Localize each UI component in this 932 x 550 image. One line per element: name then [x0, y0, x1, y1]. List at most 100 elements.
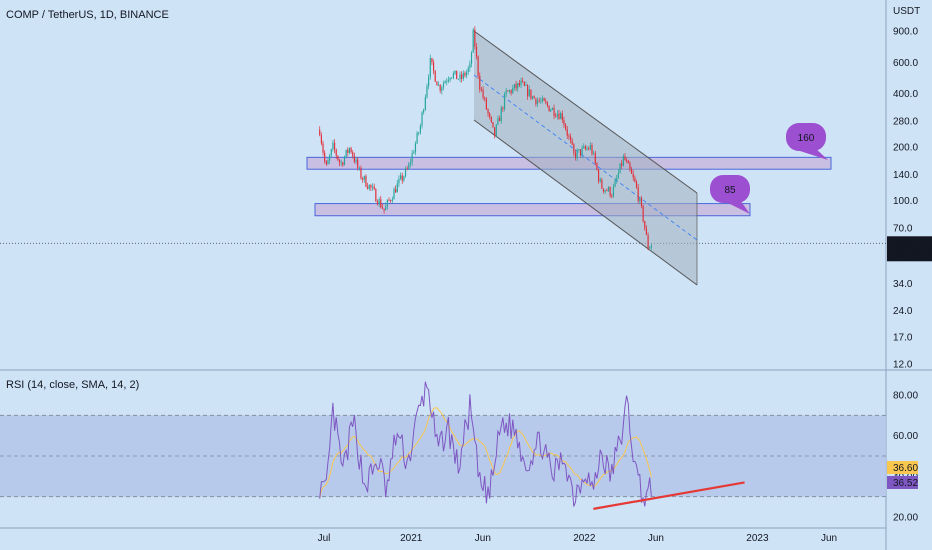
- candle-body: [395, 189, 397, 193]
- candle-body: [639, 198, 641, 202]
- price-tick-label: 600.0: [893, 58, 918, 69]
- candle-body: [353, 156, 355, 162]
- candle-body: [355, 159, 357, 162]
- candle-body: [507, 90, 509, 92]
- candle-body: [330, 149, 332, 156]
- candle-body: [338, 159, 341, 163]
- candle-body: [383, 208, 385, 211]
- candle-body: [393, 189, 395, 200]
- candle-body: [614, 180, 616, 187]
- candle-body: [406, 168, 408, 170]
- rsi-ma-tag: [887, 461, 918, 474]
- bubble-label-160: 160: [798, 133, 815, 144]
- candle-body: [343, 157, 346, 165]
- candle-body: [480, 89, 483, 91]
- candle-body: [640, 198, 643, 206]
- candle-body: [606, 190, 608, 192]
- candle-body: [322, 143, 324, 153]
- candle-body: [634, 177, 636, 182]
- candle-body: [502, 107, 504, 110]
- candle-body: [357, 159, 359, 168]
- candle-body: [560, 113, 562, 120]
- candle-body: [522, 80, 524, 83]
- rsi-ma-value: 36.60: [893, 463, 918, 474]
- candle-body: [622, 155, 624, 166]
- price-tick-label: 280.0: [893, 117, 918, 128]
- candle-body: [446, 81, 448, 82]
- candle-body: [347, 149, 349, 153]
- candle-body: [456, 70, 458, 80]
- candle-body: [573, 144, 575, 153]
- candle-body: [484, 97, 486, 99]
- candle-body: [366, 186, 369, 189]
- candle-body: [368, 184, 370, 189]
- candle-body: [385, 205, 387, 211]
- candle-body: [604, 190, 606, 192]
- candle-body: [650, 245, 652, 248]
- candle-body: [616, 177, 618, 181]
- bubble-160: [786, 123, 826, 151]
- candle-body: [566, 129, 568, 136]
- candle-body: [432, 62, 435, 71]
- candle-body: [429, 57, 431, 78]
- candle-body: [553, 107, 555, 116]
- candle-body: [363, 175, 365, 180]
- candle-body: [370, 184, 372, 188]
- candle-body: [593, 152, 595, 154]
- candles-group: [319, 26, 652, 251]
- candle-body: [358, 167, 360, 169]
- candle-body: [627, 160, 629, 164]
- candle-body: [348, 148, 351, 153]
- candle-body: [320, 135, 322, 144]
- candle-body: [477, 56, 479, 76]
- price-tick-label: 24.0: [893, 306, 913, 317]
- candle-body: [362, 178, 364, 180]
- candle-body: [645, 228, 648, 235]
- candle-body: [574, 152, 577, 159]
- candle-body: [411, 153, 413, 163]
- rsi-value: 36.52: [893, 478, 918, 489]
- candle-body: [475, 46, 478, 57]
- candle-body: [508, 90, 511, 92]
- candle-body: [388, 199, 390, 201]
- candle-body: [612, 186, 615, 197]
- time-tick-label: 2023: [746, 533, 769, 544]
- candle-body: [485, 98, 487, 110]
- candle-body: [327, 160, 329, 165]
- candle-body: [564, 124, 567, 130]
- candle-body: [333, 142, 336, 150]
- candle-body: [624, 155, 626, 161]
- candle-body: [581, 147, 583, 156]
- symbol-title[interactable]: COMP / TetherUS, 1D, BINANCE: [6, 9, 169, 21]
- candle-body: [352, 152, 354, 157]
- candle-body: [569, 136, 572, 141]
- candle-body: [523, 82, 525, 86]
- candle-body: [531, 96, 534, 99]
- candle-body: [584, 146, 586, 149]
- price-tick-label: 400.0: [893, 89, 918, 100]
- candle-body: [461, 74, 463, 79]
- candle-body: [399, 175, 402, 179]
- bubble-tail-85: [726, 200, 750, 214]
- channel-upper-line: [473, 30, 698, 194]
- candle-body: [424, 97, 426, 110]
- candle-body: [540, 100, 542, 102]
- candle-body: [518, 83, 520, 86]
- candle-body: [437, 84, 440, 86]
- candle-body: [512, 88, 514, 94]
- candle-body: [635, 181, 638, 188]
- candle-body: [495, 124, 497, 136]
- time-tick-label: 2022: [573, 533, 596, 544]
- candle-body: [563, 120, 565, 125]
- candle-body: [360, 167, 362, 179]
- candle-body: [551, 107, 553, 110]
- candle-body: [426, 86, 428, 98]
- candle-body: [474, 29, 476, 47]
- rsi-indicator-title[interactable]: RSI (14, close, SMA, 14, 2): [6, 379, 140, 391]
- candle-body: [444, 81, 446, 84]
- candle-body: [576, 150, 578, 159]
- candle-body: [513, 84, 516, 89]
- candle-body: [546, 102, 549, 106]
